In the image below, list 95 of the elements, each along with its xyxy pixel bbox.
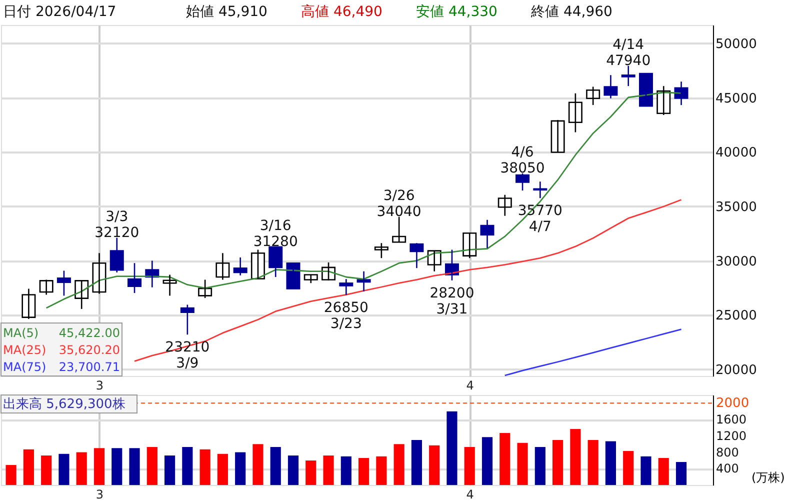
annotation: 28200 3/31 (430, 285, 474, 318)
y-tick-label: 25000 (716, 308, 757, 324)
bar (500, 433, 510, 485)
annotation: 3/26 34040 (376, 188, 422, 220)
bar (217, 454, 228, 485)
x-tick-label: 4 (466, 488, 474, 501)
candlestick (22, 288, 36, 320)
bar (270, 446, 281, 485)
annotation: 4/14 47940 (606, 36, 651, 69)
text: 高値 46,490 (301, 4, 382, 20)
bar (394, 444, 404, 485)
text: MA(75) (3, 360, 46, 374)
annotation: 出来高 5,629,300株 (3, 396, 126, 412)
y-tick-label: 1600 (716, 412, 747, 427)
x-tick-label: 3 (96, 488, 104, 501)
bar (658, 458, 669, 485)
bar (534, 446, 546, 485)
bar (235, 452, 246, 485)
y-tick-label: 45000 (716, 91, 757, 106)
bar (146, 446, 158, 485)
bar (570, 428, 581, 485)
bar (94, 448, 105, 485)
candlestick (516, 172, 530, 192)
series-label: MA(5) (3, 326, 39, 340)
chart-title: 日付 2026/04/17 (3, 4, 116, 20)
candlestick (621, 65, 636, 87)
candlestick (110, 237, 124, 274)
bar (411, 440, 422, 485)
y-tick-label: 50000 (716, 36, 757, 52)
bar (676, 462, 687, 485)
candlestick (392, 216, 406, 243)
bar (376, 456, 387, 485)
y-tick-label: 20000 (716, 362, 757, 378)
bar (340, 456, 352, 485)
candlestick (339, 278, 354, 296)
y-tick-label: 40000 (716, 146, 757, 161)
bar (605, 441, 616, 485)
candlestick (586, 86, 600, 106)
text: 始値 45,910 (186, 4, 268, 20)
annotation: 23,700.71 (58, 360, 120, 374)
candlestick (533, 180, 548, 199)
bar (464, 446, 475, 485)
bar (482, 437, 493, 485)
text: MA(25) (3, 343, 46, 357)
annotation: 3/16 31280 (253, 218, 298, 250)
bar (588, 440, 598, 485)
candlestick (286, 262, 300, 290)
y-tick-label: 30000 (716, 254, 757, 270)
bar (429, 445, 440, 485)
y-tick-label: 400 (716, 462, 739, 476)
bar (6, 464, 16, 485)
bar (252, 444, 264, 485)
y-axis-title: (万株) (752, 470, 785, 484)
bar (446, 411, 458, 485)
bar (129, 448, 140, 485)
annotation: 4/6 38050 (500, 144, 545, 176)
annotation: 35,620.20 (58, 343, 120, 357)
candlestick (638, 72, 653, 107)
bar (23, 449, 34, 485)
candlestick (304, 274, 318, 284)
y-tick-label: 1200 (716, 428, 747, 443)
bar (41, 456, 52, 485)
candlestick (198, 279, 212, 299)
candlestick (568, 92, 582, 133)
line-series (504, 328, 682, 376)
bar (517, 442, 528, 485)
text: 終値 44,960 (530, 4, 612, 20)
candlestick (374, 242, 388, 259)
bar (112, 448, 122, 485)
ref-line-label: 2000 (716, 396, 750, 412)
annotation: 3/3 32120 (94, 208, 140, 241)
bar (58, 454, 70, 485)
annotation: 45,422.00 (58, 326, 120, 340)
bar (306, 460, 316, 485)
candlestick (550, 119, 565, 154)
annotation: 26850 3/23 (324, 300, 368, 332)
bar (640, 456, 652, 485)
candlestick (128, 262, 142, 294)
candlestick (498, 194, 512, 216)
text: 安値 44,330 (416, 4, 498, 20)
bar (76, 452, 87, 485)
candlestick (56, 270, 71, 296)
x-tick-label: 4 (466, 378, 474, 392)
bar (552, 440, 564, 485)
candlestick (180, 304, 194, 336)
bar (288, 456, 299, 485)
y-tick-label: 800 (716, 445, 739, 460)
bar (164, 456, 176, 485)
x-tick-label: 3 (96, 378, 104, 392)
bar (200, 449, 210, 485)
bar (623, 451, 634, 485)
bar (182, 446, 193, 485)
bar (358, 458, 370, 485)
bar (323, 456, 334, 485)
y-tick-label: 35000 (716, 200, 757, 215)
